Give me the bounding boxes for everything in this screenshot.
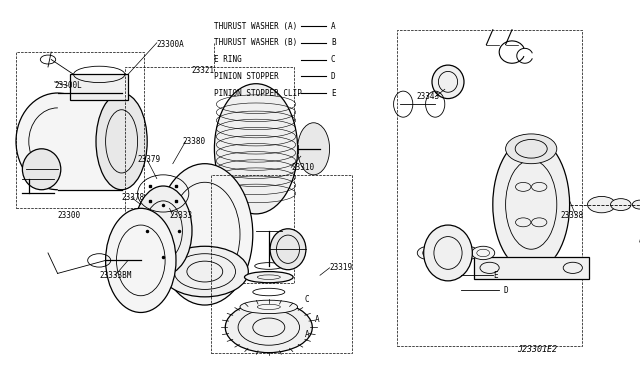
Text: 23321: 23321 bbox=[191, 66, 214, 75]
Text: PINION STOPPER CLIP: PINION STOPPER CLIP bbox=[214, 89, 302, 97]
Text: THURUST WASHER (A): THURUST WASHER (A) bbox=[214, 22, 298, 31]
Text: 23300: 23300 bbox=[58, 211, 81, 220]
Bar bbox=[211, 175, 352, 353]
Text: 23378: 23378 bbox=[122, 193, 145, 202]
Ellipse shape bbox=[161, 246, 248, 297]
Bar bbox=[70, 74, 128, 100]
Polygon shape bbox=[474, 257, 589, 279]
Bar bbox=[125, 67, 294, 283]
Text: 23380: 23380 bbox=[182, 137, 205, 146]
Text: PINION STOPPER: PINION STOPPER bbox=[214, 72, 279, 81]
Ellipse shape bbox=[456, 246, 479, 260]
Text: E: E bbox=[493, 271, 499, 280]
Ellipse shape bbox=[436, 246, 460, 260]
Ellipse shape bbox=[270, 229, 306, 270]
Ellipse shape bbox=[611, 199, 631, 211]
Ellipse shape bbox=[16, 93, 99, 190]
Ellipse shape bbox=[298, 123, 330, 175]
Ellipse shape bbox=[632, 200, 640, 209]
Ellipse shape bbox=[106, 208, 176, 312]
Ellipse shape bbox=[214, 84, 298, 214]
Ellipse shape bbox=[432, 65, 464, 99]
Text: 23319: 23319 bbox=[330, 263, 353, 272]
Ellipse shape bbox=[134, 186, 192, 275]
Text: 23338: 23338 bbox=[560, 211, 583, 220]
Text: 23300A: 23300A bbox=[157, 40, 184, 49]
Text: J23301E2: J23301E2 bbox=[517, 345, 557, 354]
Ellipse shape bbox=[244, 272, 293, 283]
Ellipse shape bbox=[417, 246, 440, 260]
Text: 23379: 23379 bbox=[138, 155, 161, 164]
Ellipse shape bbox=[424, 225, 472, 281]
Text: 23310: 23310 bbox=[291, 163, 314, 172]
Ellipse shape bbox=[225, 302, 312, 353]
Ellipse shape bbox=[157, 164, 253, 305]
Bar bbox=[474, 257, 589, 279]
Ellipse shape bbox=[588, 196, 616, 213]
Text: B: B bbox=[331, 38, 335, 47]
Text: A: A bbox=[314, 315, 319, 324]
Text: C: C bbox=[331, 55, 335, 64]
Text: E RING: E RING bbox=[214, 55, 242, 64]
Ellipse shape bbox=[472, 246, 495, 260]
Ellipse shape bbox=[96, 93, 147, 190]
Bar bbox=[397, 30, 582, 346]
Text: C: C bbox=[305, 295, 310, 304]
Ellipse shape bbox=[493, 138, 570, 272]
Text: A: A bbox=[305, 330, 310, 339]
Ellipse shape bbox=[22, 149, 61, 190]
Text: D: D bbox=[503, 286, 508, 295]
Ellipse shape bbox=[506, 134, 557, 164]
Text: 23300L: 23300L bbox=[54, 81, 82, 90]
Text: 23333: 23333 bbox=[170, 211, 193, 220]
Text: E: E bbox=[331, 89, 335, 97]
Text: D: D bbox=[331, 72, 335, 81]
Bar bbox=[16, 52, 144, 208]
Ellipse shape bbox=[240, 300, 298, 314]
Text: 23343: 23343 bbox=[416, 92, 439, 101]
Text: A: A bbox=[331, 22, 335, 31]
Text: THURUST WASHER (B): THURUST WASHER (B) bbox=[214, 38, 298, 47]
Text: 23333BM: 23333BM bbox=[99, 271, 132, 280]
